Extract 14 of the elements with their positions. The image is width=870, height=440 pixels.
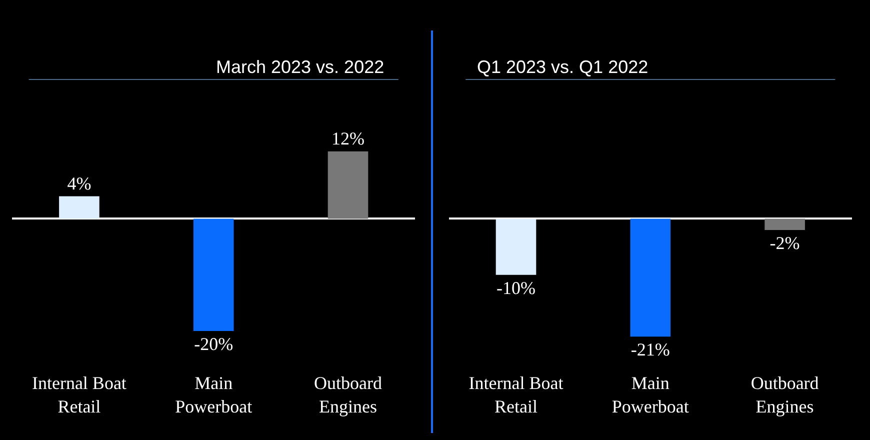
chart-title: March 2023 vs. 2022 — [216, 57, 384, 77]
data-label: -20% — [194, 334, 234, 354]
x-tick-label: Main Powerboat — [175, 373, 252, 416]
data-label: 4% — [67, 173, 92, 194]
data-label: -21% — [630, 340, 670, 360]
x-tick-label: Internal Boat Retail — [32, 373, 126, 416]
data-label: -10% — [496, 278, 536, 298]
x-tick-label: Main Powerboat — [612, 373, 689, 416]
x-tick-label: Outboard Engines — [750, 373, 819, 416]
x-tick-label: Outboard Engines — [314, 373, 382, 416]
data-label: 12% — [332, 128, 364, 148]
chart-title: Q1 2023 vs. Q1 2022 — [477, 57, 648, 77]
data-label: -2% — [770, 232, 800, 253]
x-tick-label: Internal Boat Retail — [468, 373, 564, 416]
